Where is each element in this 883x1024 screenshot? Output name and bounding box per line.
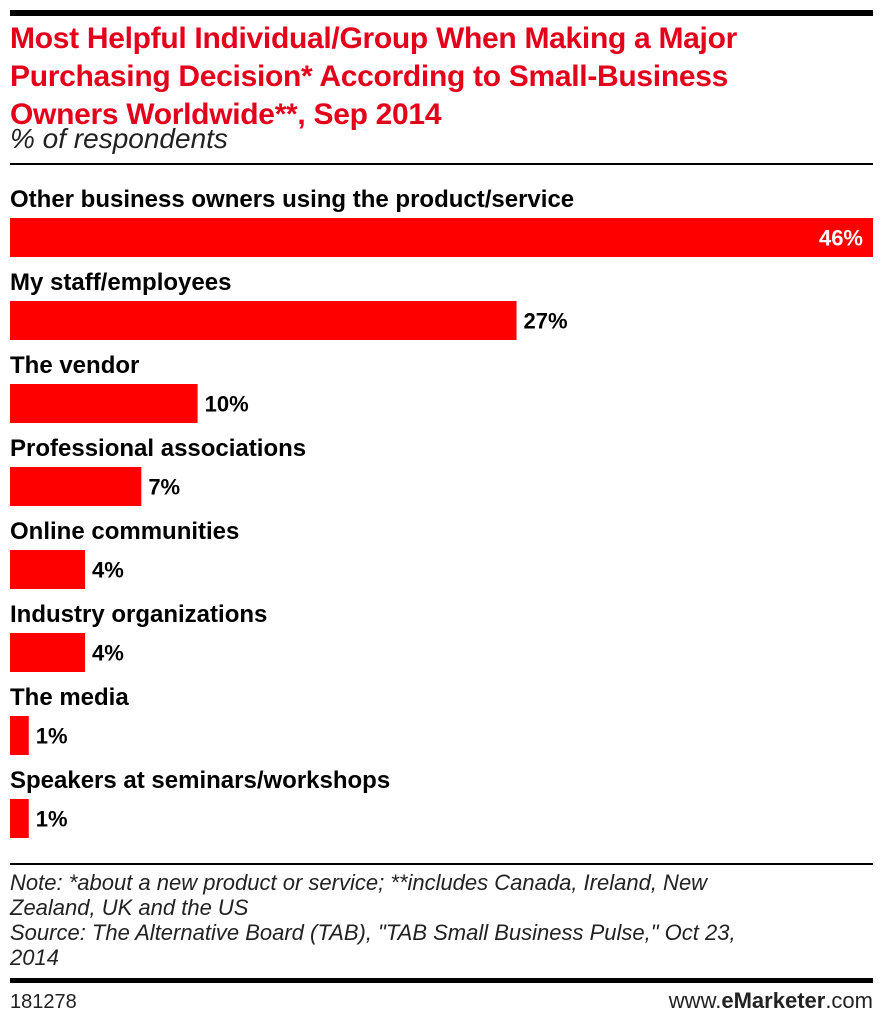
category-label: Online communities [10, 518, 239, 545]
value-label: 7% [148, 475, 180, 500]
bar [10, 633, 86, 672]
top-rule [10, 10, 873, 16]
value-label: 1% [36, 807, 68, 832]
value-label: 1% [36, 724, 68, 749]
category-label: Professional associations [10, 435, 306, 462]
note-text: Note: *about a new product or service; *… [10, 870, 708, 920]
brand-name: eMarketer [721, 988, 826, 1013]
title-divider [10, 163, 873, 165]
bar-chart: Other business owners using the product/… [10, 186, 873, 838]
chart-title: Most Helpful Individual/Group When Makin… [10, 22, 737, 131]
brand-link[interactable]: www.eMarketer.com [669, 988, 873, 1014]
notes-divider [10, 863, 873, 865]
bar [10, 716, 29, 755]
bar [10, 550, 86, 589]
category-label: The media [10, 684, 129, 711]
chart-subtitle: % of respondents [10, 123, 228, 154]
value-label: 4% [92, 641, 124, 666]
category-label: The vendor [10, 352, 139, 379]
category-label: Speakers at seminars/workshops [10, 767, 390, 794]
category-label: Industry organizations [10, 601, 267, 628]
bar [10, 467, 142, 506]
bar [10, 384, 198, 423]
category-label: My staff/employees [10, 269, 231, 296]
bar [10, 799, 29, 838]
value-label: 46% [819, 226, 863, 251]
category-label: Other business owners using the product/… [10, 186, 574, 213]
value-label: 27% [524, 309, 568, 334]
footer-divider [10, 978, 873, 983]
source-text: Source: The Alternative Board (TAB), "TA… [10, 920, 736, 970]
chart-notes: Note: *about a new product or service; *… [10, 870, 873, 970]
brand-prefix: www. [668, 988, 722, 1013]
value-label: 10% [205, 392, 249, 417]
chart-id: 181278 [10, 991, 77, 1013]
bar [10, 301, 517, 340]
bar [10, 218, 873, 257]
brand-suffix: .com [825, 988, 873, 1013]
value-label: 4% [92, 558, 124, 583]
